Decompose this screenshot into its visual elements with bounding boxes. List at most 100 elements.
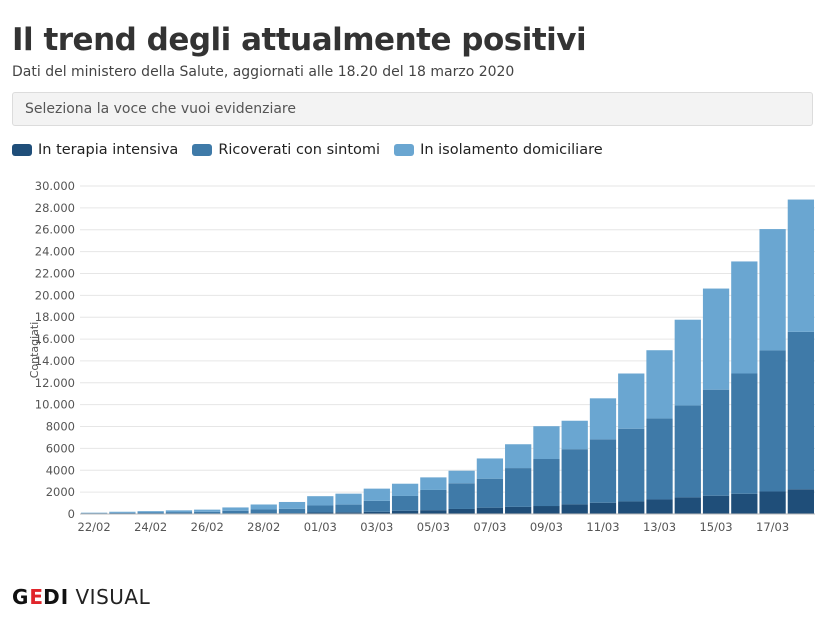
legend-label-ricoverati: Ricoverati con sintomi: [218, 142, 381, 158]
bar-segment[interactable]: [363, 488, 390, 501]
bar-segment[interactable]: [335, 504, 362, 513]
bar-segment[interactable]: [307, 496, 334, 506]
stacked-bar-chart: 0 2000 4000 6000 8000 10.000 12.000 14.000 16.00…: [28, 179, 815, 534]
bar-segment[interactable]: [618, 373, 645, 429]
x-tick-label: 28/02: [247, 520, 280, 534]
bar-segment[interactable]: [533, 506, 560, 514]
bar-segment[interactable]: [505, 444, 532, 469]
bar-segment[interactable]: [165, 510, 193, 513]
highlight-select-placeholder: Seleziona la voce che vuoi evidenziare: [25, 101, 296, 117]
bar-segment[interactable]: [589, 398, 617, 440]
bar-segment[interactable]: [222, 510, 249, 514]
bar-segment[interactable]: [759, 491, 786, 514]
bar-segment[interactable]: [561, 504, 588, 514]
bar-segment[interactable]: [618, 428, 645, 502]
bar-segment[interactable]: [420, 477, 447, 490]
y-tick-label: 2000: [46, 485, 75, 499]
bar-segment[interactable]: [505, 506, 532, 514]
bar-segment[interactable]: [222, 507, 249, 511]
logo-text-visual: VISUAL: [75, 585, 151, 609]
bar-segment[interactable]: [731, 493, 758, 514]
bar-segment[interactable]: [420, 510, 447, 514]
legend-item-intensiva[interactable]: In terapia intensiva: [12, 142, 178, 158]
bar-segment[interactable]: [250, 504, 277, 510]
bar-segment[interactable]: [448, 508, 475, 514]
bar-segment[interactable]: [787, 489, 814, 514]
bar-segment[interactable]: [646, 499, 673, 514]
bar-segment[interactable]: [335, 493, 362, 505]
bar-segment[interactable]: [81, 513, 108, 514]
bar-segment[interactable]: [674, 405, 701, 498]
y-tick-label: 16.000: [35, 332, 75, 346]
y-tick-label: 0: [68, 507, 75, 521]
bar-segment[interactable]: [476, 458, 504, 479]
bar-segment[interactable]: [250, 509, 277, 514]
bar-segment[interactable]: [194, 509, 221, 512]
legend-item-isolamento[interactable]: In isolamento domiciliare: [394, 142, 603, 158]
bar-segment[interactable]: [787, 199, 814, 332]
bar-segment[interactable]: [109, 512, 136, 514]
highlight-select[interactable]: Seleziona la voce che vuoi evidenziare: [12, 92, 813, 126]
bar-segment[interactable]: [646, 418, 673, 500]
bar-segment[interactable]: [137, 512, 164, 514]
y-tick-label: 26.000: [35, 223, 75, 237]
x-tick-label: 13/03: [643, 520, 676, 534]
bar-segment[interactable]: [363, 511, 390, 514]
page-subtitle: Dati del ministero della Salute, aggiorn…: [12, 64, 515, 80]
x-tick-label: 03/03: [360, 520, 393, 534]
legend-swatch-isolamento: [394, 144, 415, 156]
bar-segment[interactable]: [731, 373, 758, 494]
gedi-visual-logo: GEDI VISUAL: [12, 585, 150, 609]
x-tick-label: 15/03: [699, 520, 732, 534]
x-tick-label: 01/03: [304, 520, 337, 534]
bar-segment[interactable]: [787, 331, 814, 490]
y-tick-label: 28.000: [35, 201, 75, 215]
x-tick-label: 05/03: [417, 520, 450, 534]
bar-segment[interactable]: [759, 229, 786, 351]
y-tick-label: 14.000: [35, 354, 75, 368]
bar-segment[interactable]: [307, 512, 334, 514]
bar-segment[interactable]: [702, 389, 730, 496]
bar-segment[interactable]: [391, 495, 419, 511]
y-tick-label: 22.000: [35, 266, 75, 280]
bar-segment[interactable]: [674, 319, 701, 406]
bar-segment[interactable]: [561, 420, 588, 450]
bar-segment[interactable]: [448, 483, 475, 509]
bar-segment[interactable]: [702, 288, 730, 390]
y-tick-label: 12.000: [35, 376, 75, 390]
bar-segment[interactable]: [307, 505, 334, 513]
bar-segment[interactable]: [476, 507, 504, 514]
bar-segment[interactable]: [391, 483, 419, 496]
bar-segment[interactable]: [589, 439, 617, 503]
bar-segment[interactable]: [165, 512, 193, 514]
x-tick-label: 22/02: [78, 520, 111, 534]
bar-segment[interactable]: [137, 511, 164, 513]
bar-segment[interactable]: [278, 501, 306, 509]
bar-segment[interactable]: [194, 511, 221, 514]
x-tick-label: 17/03: [756, 520, 789, 534]
y-tick-label: 10.000: [35, 398, 75, 412]
bar-segment[interactable]: [505, 468, 532, 507]
bar-segment[interactable]: [476, 478, 504, 508]
legend-item-ricoverati[interactable]: Ricoverati con sintomi: [192, 142, 380, 158]
bar-segment[interactable]: [646, 350, 673, 419]
bar-segment[interactable]: [391, 510, 419, 514]
legend-label-isolamento: In isolamento domiciliare: [420, 142, 603, 158]
bar-segment[interactable]: [335, 512, 362, 514]
bar-segment[interactable]: [533, 459, 560, 507]
bar-segment[interactable]: [533, 426, 560, 460]
x-tick-label: 26/02: [191, 520, 224, 534]
bar-segment[interactable]: [561, 449, 588, 505]
bar-segment[interactable]: [618, 501, 645, 514]
bar-segment[interactable]: [278, 508, 306, 514]
bar-segment[interactable]: [674, 497, 701, 514]
bar-segment[interactable]: [448, 470, 475, 484]
bar-segment[interactable]: [731, 261, 758, 374]
bar-segment[interactable]: [109, 511, 136, 513]
bar-segment[interactable]: [589, 502, 617, 514]
bar-segment[interactable]: [759, 350, 786, 492]
bar-segment[interactable]: [420, 489, 447, 511]
bar-segment[interactable]: [702, 495, 730, 514]
legend-swatch-intensiva: [12, 144, 32, 156]
bar-segment[interactable]: [363, 500, 390, 512]
